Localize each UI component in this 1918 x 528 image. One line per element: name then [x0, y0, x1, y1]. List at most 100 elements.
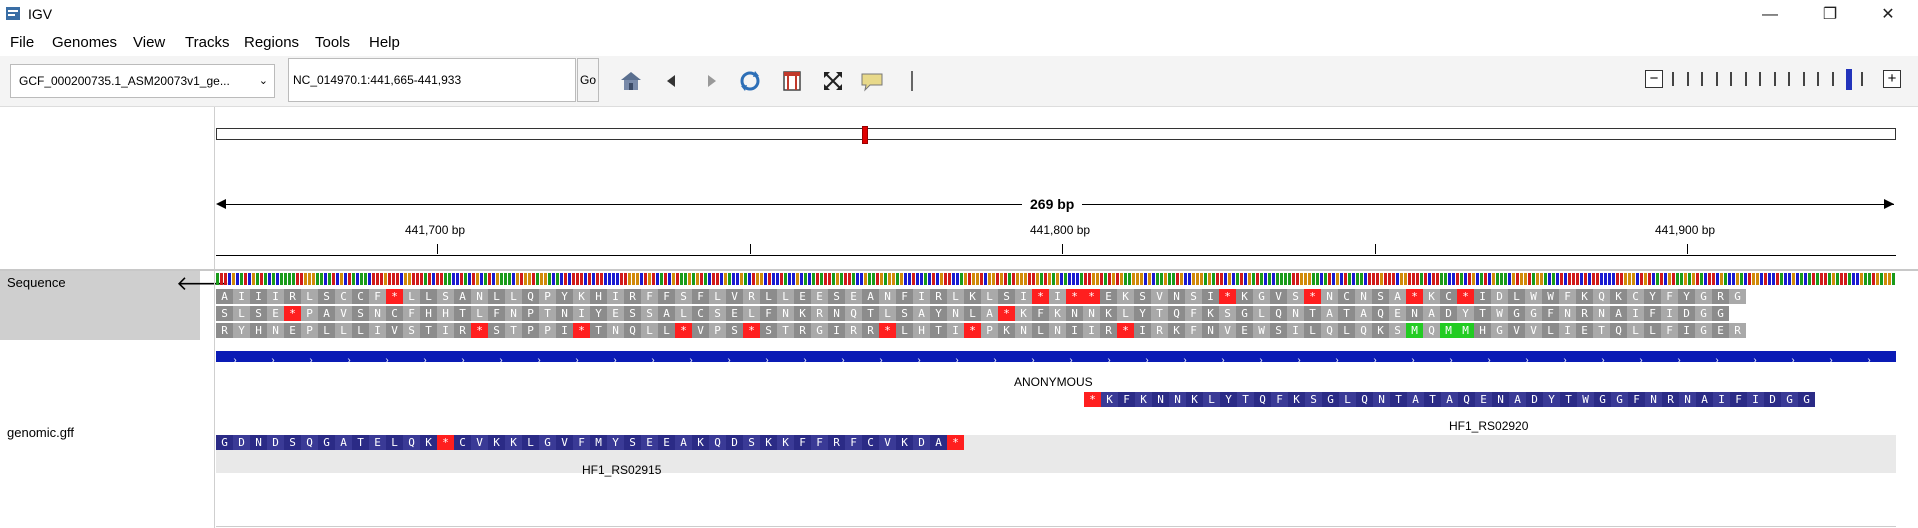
zoom-level-tick[interactable] — [1701, 72, 1703, 86]
zoom-level-tick[interactable] — [1860, 72, 1863, 86]
amino-acid: I — [1134, 323, 1151, 338]
menu-help[interactable]: Help — [369, 34, 400, 51]
base-mark — [1620, 273, 1623, 285]
amino-acid: M — [1406, 323, 1423, 338]
gene-hf1-rs02920[interactable]: * K F K N N K L Y T Q F K S G L Q N T A T A Q E N A D Y T W G G F N R N A I F I… — [1084, 392, 1896, 407]
strand-chevron-icon: › — [727, 355, 731, 362]
ruler-baseline — [216, 255, 1896, 256]
base-mark — [1712, 273, 1715, 285]
strand-chevron-icon: › — [233, 355, 237, 362]
menu-tracks[interactable]: Tracks — [185, 34, 230, 51]
amino-acid: * — [879, 323, 896, 338]
zoom-out-button[interactable]: − — [1645, 70, 1663, 88]
zoom-level-tick[interactable] — [1730, 72, 1732, 86]
amino-acid: E — [641, 435, 658, 450]
fit-window-icon[interactable] — [820, 68, 846, 94]
base-mark — [744, 273, 747, 285]
amino-acid: C — [335, 289, 352, 304]
zoom-level-tick[interactable] — [1831, 72, 1834, 86]
strand-chevron-icon: › — [1753, 355, 1757, 362]
amino-acid: A — [1423, 306, 1440, 321]
amino-acid: G — [811, 323, 828, 338]
base-mark — [1748, 273, 1751, 285]
gene-hf1-rs02915[interactable]: G D N D S Q G A T E L Q K * C V K K L G V F M Y S E E A K Q D S K K F F R F C V… — [216, 435, 1036, 450]
ruler-panel: 269 bp 441,700 bp 441,800 bp 441,900 bp — [0, 107, 1918, 271]
zoom-level-tick[interactable] — [1817, 72, 1819, 86]
base-mark — [1868, 273, 1871, 285]
base-mark — [1484, 273, 1487, 285]
zoom-widget[interactable]: − + — [1640, 68, 1910, 94]
zoom-level-tick[interactable] — [1744, 72, 1747, 86]
amino-acid: * — [573, 323, 590, 338]
base-mark — [304, 273, 307, 285]
refresh-icon[interactable] — [737, 68, 763, 94]
zoom-level-tick[interactable] — [1802, 72, 1805, 86]
zoom-level-tick[interactable] — [1773, 72, 1776, 86]
amino-acid: N — [879, 289, 896, 304]
base-mark — [1200, 273, 1203, 285]
amino-acid: N — [267, 323, 284, 338]
popup-info-icon[interactable] — [859, 68, 885, 94]
base-mark — [1356, 273, 1359, 285]
chromosome-ideogram[interactable] — [216, 126, 1896, 144]
base-mark — [1244, 273, 1247, 285]
zoom-level-tick[interactable] — [1788, 72, 1790, 86]
zoom-level-tick[interactable] — [1715, 72, 1718, 86]
go-button[interactable]: Go — [577, 58, 599, 102]
amino-acid: Q — [1458, 392, 1475, 407]
amino-acid: A — [913, 306, 930, 321]
base-mark — [484, 273, 487, 285]
zoom-level-selected[interactable] — [1846, 69, 1852, 90]
zoom-level-tick[interactable] — [1759, 72, 1761, 86]
base-mark — [1152, 273, 1155, 285]
base-mark — [844, 273, 847, 285]
base-mark — [1608, 273, 1611, 285]
amino-acid: F — [488, 306, 505, 321]
amino-acid: I — [1015, 289, 1032, 304]
amino-acid: L — [1304, 323, 1321, 338]
amino-acid: I — [233, 289, 250, 304]
roi-icon[interactable] — [779, 68, 805, 94]
amino-acid: W — [1542, 289, 1559, 304]
zoom-level-tick[interactable] — [1672, 72, 1674, 86]
base-mark — [652, 273, 655, 285]
base-mark — [1812, 273, 1815, 285]
back-icon[interactable] — [659, 68, 685, 94]
amino-acid: E — [1236, 323, 1253, 338]
base-mark — [1444, 273, 1447, 285]
maximize-button[interactable]: ❐ — [1822, 6, 1838, 23]
menu-file[interactable]: File — [10, 34, 35, 51]
home-icon[interactable] — [618, 68, 644, 94]
tick-label: 441,700 bp — [405, 223, 466, 237]
zoom-level-tick[interactable] — [1686, 72, 1689, 86]
zoom-in-button[interactable]: + — [1883, 70, 1901, 88]
locus-input[interactable]: NC_014970.1:441,665-441,933 — [288, 58, 576, 102]
amino-acid: T — [590, 323, 607, 338]
amino-acid: D — [726, 435, 743, 450]
menu-genomes[interactable]: Genomes — [52, 34, 118, 51]
close-button[interactable]: ✕ — [1881, 6, 1895, 23]
base-mark — [1344, 273, 1347, 285]
sequence-track-header[interactable]: Sequence 🡐 — [0, 271, 230, 340]
base-mark — [724, 273, 727, 285]
amino-acid: R — [743, 289, 760, 304]
amino-acid: F — [641, 289, 658, 304]
base-mark — [352, 273, 355, 285]
strand-chevron-icon: › — [1791, 355, 1795, 362]
base-mark — [388, 273, 391, 285]
amino-acid: G — [1611, 392, 1628, 407]
amino-acid: S — [998, 289, 1015, 304]
base-mark — [600, 273, 603, 285]
forward-icon[interactable] — [698, 68, 724, 94]
base-mark — [1468, 273, 1471, 285]
strand-chevron-icon: › — [1601, 355, 1605, 362]
menu-regions[interactable]: Regions — [244, 34, 300, 51]
menu-view[interactable]: View — [133, 34, 166, 51]
minimize-button[interactable]: — — [1762, 6, 1778, 23]
amino-acid: C — [692, 306, 709, 321]
amino-acid: N — [947, 306, 964, 321]
menu-tools[interactable]: Tools — [315, 34, 351, 51]
base-mark — [1440, 273, 1443, 285]
base-mark — [1348, 273, 1351, 285]
genome-dropdown[interactable]: GCF_000200735.1_ASM20073v1_ge... ⌄ — [10, 64, 275, 98]
